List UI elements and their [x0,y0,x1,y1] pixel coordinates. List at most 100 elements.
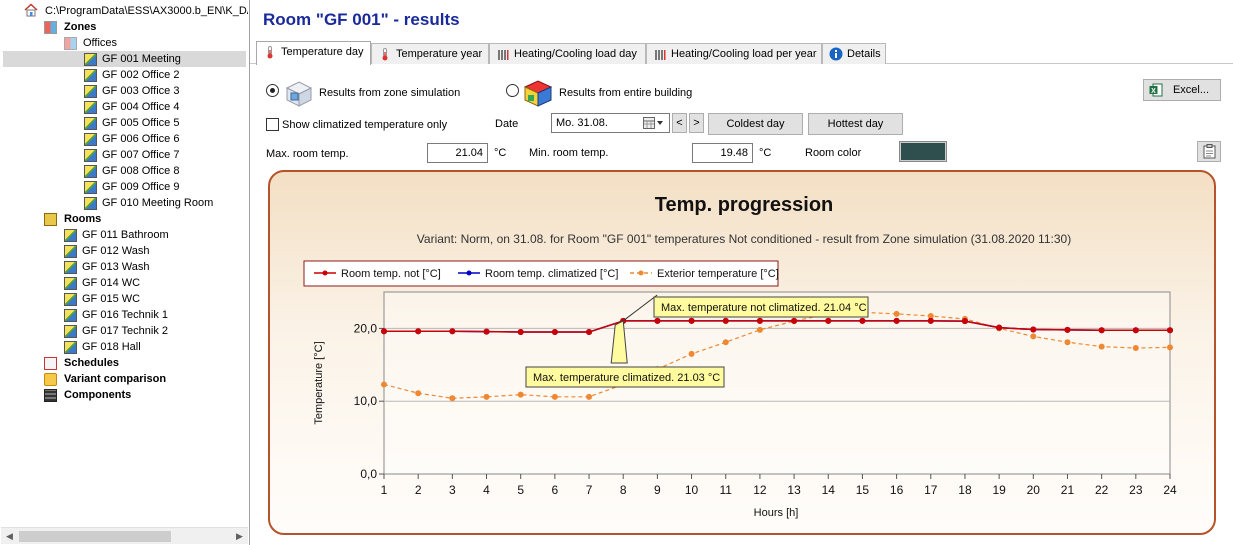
tree-item-room[interactable]: GF 017 Technik 2 [64,323,244,339]
tab-details-label: Details [847,48,881,60]
data-point [1132,345,1139,352]
x-tick-label: 3 [449,483,456,497]
data-point [722,317,729,324]
x-tick-label: 7 [586,483,593,497]
tree-item-room-label: GF 014 WC [82,277,141,289]
data-point [483,328,490,335]
data-point [586,329,593,336]
tree-item-room[interactable]: GF 012 Wash [64,243,244,259]
tree-item-room[interactable]: GF 016 Technik 1 [64,307,244,323]
tree-item-office[interactable]: GF 007 Office 7 [84,147,244,163]
project-tree[interactable]: C:\ProgramData\ESS\AX3000.b_EN\K_DAT Zon… [0,0,250,545]
tree-item-room[interactable]: GF 015 WC [64,291,244,307]
legend-marker [638,270,644,276]
data-point [688,350,695,357]
tree-item-office[interactable]: GF 003 Office 3 [84,83,244,99]
calendar-dropdown-icon[interactable] [643,117,665,129]
min-room-temp-label: Min. room temp. [529,147,609,159]
room-icon [64,261,77,274]
temperature-chart: Temp. progression Variant: Norm, on 31.08… [303,194,1177,519]
tab-heating-cooling-year[interactable]: Heating/Cooling load per year [646,43,822,64]
next-day-button[interactable]: > [689,113,704,133]
tree-item-office[interactable]: GF 001 Meeting [3,51,246,67]
tree-item-office-label: GF 004 Office 4 [102,101,180,113]
tree-item-room[interactable]: GF 011 Bathroom [64,227,244,243]
data-point [961,318,968,325]
scroll-right-arrow-icon[interactable]: ▶ [236,531,243,541]
y-axis-label: Temperature [°C] [313,341,325,424]
tree-item-variant-comparison[interactable]: Variant comparison [44,371,244,387]
data-point [825,317,832,324]
room-icon [84,101,97,114]
tree-item-room[interactable]: GF 014 WC [64,275,244,291]
room-color-swatch[interactable] [899,141,947,162]
data-point [517,329,524,336]
data-point [756,317,763,324]
tab-details[interactable]: Details [822,43,886,64]
hottest-day-button[interactable]: Hottest day [808,113,903,135]
entire-building-radio[interactable] [506,84,519,97]
tree-item-room-label: GF 012 Wash [82,245,150,257]
room-icon [84,181,97,194]
tree-root-path[interactable]: C:\ProgramData\ESS\AX3000.b_EN\K_DAT [24,3,248,19]
tree-item-schedules[interactable]: Schedules [44,355,244,371]
tree-item-room-label: GF 013 Wash [82,261,150,273]
previous-day-button[interactable]: < [672,113,687,133]
tree-item-components-label: Components [64,389,132,401]
tree-item-components[interactable]: Components [44,387,244,403]
info-icon [829,47,843,61]
tab-temperature-year[interactable]: Temperature year [371,43,489,64]
x-tick-label: 23 [1129,483,1143,497]
tab-heating-cooling-day[interactable]: Heating/Cooling load day [489,43,646,64]
tree-item-office[interactable]: GF 002 Office 2 [84,67,244,83]
date-picker[interactable]: Mo. 31.08. [551,113,670,133]
plot-area [383,291,1171,475]
tree-item-office[interactable]: GF 004 Office 4 [84,99,244,115]
tree-item-room-label: GF 018 Hall [82,341,141,353]
scroll-left-arrow-icon[interactable]: ◀ [6,531,13,541]
copy-clipboard-button[interactable] [1197,141,1221,162]
tree-item-zones[interactable]: Zones [44,19,244,35]
x-tick-label: 24 [1163,483,1177,497]
climatized-only-checkbox[interactable] [266,118,279,131]
tree-item-office[interactable]: GF 006 Office 6 [84,131,244,147]
x-tick-label: 18 [958,483,972,497]
home-icon [24,3,38,17]
scrollbar-thumb[interactable] [19,531,171,542]
tree-item-room[interactable]: GF 018 Hall [64,339,244,355]
room-icon [64,341,77,354]
entire-building-label: Results from entire building [559,87,693,99]
tree-item-room[interactable]: GF 013 Wash [64,259,244,275]
series-line [383,311,1171,399]
date-label: Date [495,118,519,130]
x-tick-label: 15 [856,483,870,497]
data-point [756,326,763,333]
x-tick-label: 8 [620,483,627,497]
excel-export-button[interactable]: X Excel... [1143,79,1221,101]
tree-item-office-label: GF 009 Office 9 [102,181,180,193]
excel-icon: X [1149,83,1163,97]
min-room-temp-unit: °C [759,147,772,159]
tab-temperature-day[interactable]: Temperature day [256,41,371,65]
coldest-day-button[interactable]: Coldest day [708,113,803,135]
legend-label: Room temp. not [°C] [341,268,441,280]
x-tick-label: 19 [992,483,1006,497]
zone-simulation-radio[interactable] [266,84,279,97]
room-icon [84,133,97,146]
room-color-label: Room color [805,147,862,159]
tree-item-rooms[interactable]: Rooms [44,211,244,227]
tree-item-office[interactable]: GF 008 Office 8 [84,163,244,179]
x-tick-label: 5 [517,483,524,497]
legend-marker [466,270,472,276]
tree-item-office-label: GF 007 Office 7 [102,149,180,161]
tree-item-office[interactable]: GF 005 Office 5 [84,115,244,131]
tree-horizontal-scrollbar[interactable]: ◀ ▶ [1,527,248,544]
tree-item-offices[interactable]: Offices [64,35,244,51]
tree-item-office[interactable]: GF 009 Office 9 [84,179,244,195]
room-icon [84,165,97,178]
annotation-max-not-climatized: Max. temperature not climatized. 21.04 °… [661,302,867,314]
x-tick-label: 4 [483,483,490,497]
tree-item-office[interactable]: GF 010 Meeting Room [84,195,244,211]
min-room-temp-value: 19.48 [692,143,753,163]
x-tick-label: 6 [552,483,559,497]
